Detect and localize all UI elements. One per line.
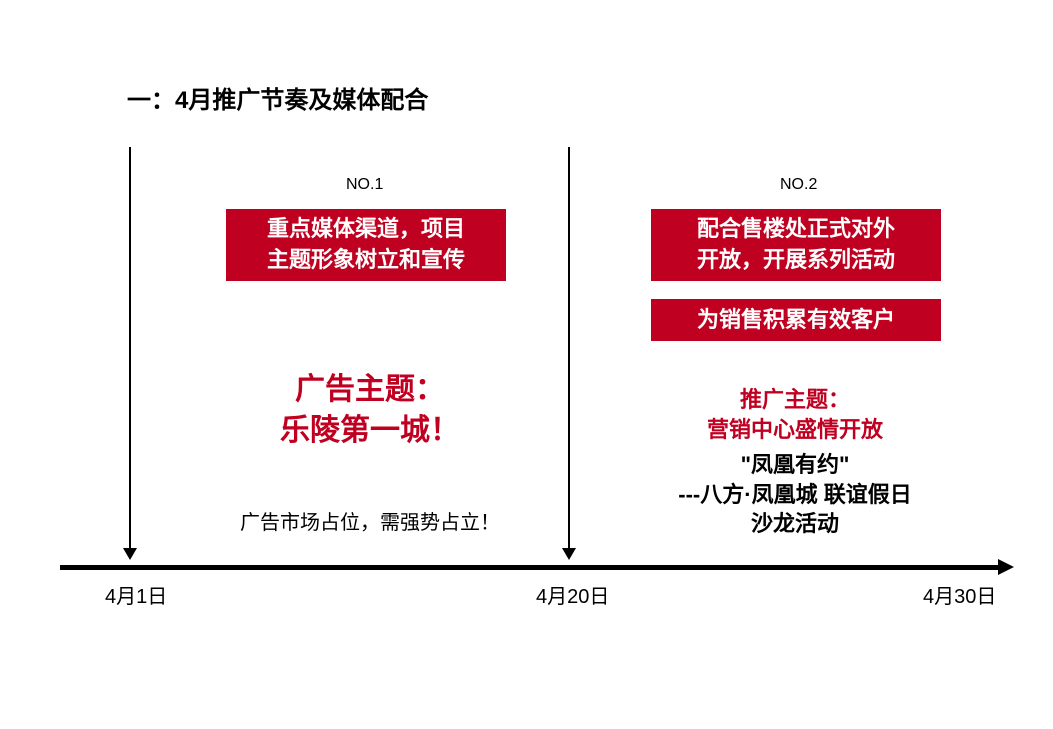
phase1-footer: 广告市场占位，需强势占立！ <box>215 506 525 535</box>
phase2-headline: 推广主题： 营销中心盛情开放 <box>640 385 950 444</box>
phase2-label: NO.2 <box>780 176 817 194</box>
timeline-arrowhead <box>998 559 1014 575</box>
date-label-3: 4月30日 <box>923 580 996 609</box>
phase2-subhead: "凤凰有约" ---八方·凤凰城 联谊假日 沙龙活动 <box>620 450 970 539</box>
timeline-bar <box>60 565 1000 570</box>
vline-1 <box>129 147 131 550</box>
date-label-2: 4月20日 <box>536 580 609 609</box>
phase2-redbox-2: 为销售积累有效客户 <box>651 299 941 341</box>
phase1-label: NO.1 <box>346 176 383 194</box>
vline-2 <box>568 147 570 550</box>
vline-1-arrow <box>123 548 137 560</box>
phase2-redbox-1: 配合售楼处正式对外 开放，开展系列活动 <box>651 209 941 281</box>
date-label-1: 4月1日 <box>105 580 167 609</box>
page-title: 一：4月推广节奏及媒体配合 <box>127 80 428 115</box>
phase1-redbox: 重点媒体渠道，项目 主题形象树立和宣传 <box>226 209 506 281</box>
vline-2-arrow <box>562 548 576 560</box>
phase1-headline: 广告主题： 乐陵第一城！ <box>220 370 520 451</box>
